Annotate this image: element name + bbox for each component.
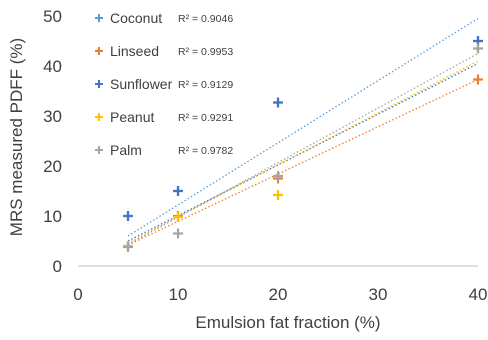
legend-item-palm: Palm R² = 0.9782 xyxy=(95,142,233,158)
r-squared-label: R² = 0.9953 xyxy=(178,46,233,58)
trendline-layer xyxy=(127,17,479,246)
data-point-sunflower xyxy=(123,211,133,221)
r-squared-label: R² = 0.9129 xyxy=(178,79,233,91)
trendline-linseed xyxy=(127,78,479,246)
legend-item-sunflower: Sunflower R² = 0.9129 xyxy=(95,76,233,92)
x-tick-label: 40 xyxy=(469,285,488,304)
data-point-peanut xyxy=(173,212,183,222)
legend-marker xyxy=(95,47,103,55)
y-tick-label: 10 xyxy=(43,207,62,226)
legend-marker xyxy=(95,14,103,22)
x-axis-title: Emulsion fat fraction (%) xyxy=(195,313,380,332)
legend-label: Sunflower xyxy=(110,76,173,92)
r-squared-label: R² = 0.9291 xyxy=(178,112,233,124)
point-layer xyxy=(123,36,483,252)
legend-marker xyxy=(95,146,103,154)
data-point-palm xyxy=(273,171,283,181)
data-point-palm xyxy=(173,228,183,239)
data-point-palm xyxy=(473,43,483,54)
x-tick-label: 0 xyxy=(73,285,82,304)
legend-label: Linseed xyxy=(110,43,159,59)
legend-item-linseed: Linseed R² = 0.9953 xyxy=(95,43,233,59)
data-point-sunflower xyxy=(173,186,183,196)
data-point-peanut xyxy=(273,190,283,200)
y-tick-label: 30 xyxy=(43,107,62,126)
y-tick-label: 0 xyxy=(53,257,62,276)
x-tick-label: 20 xyxy=(269,285,288,304)
x-tick-label: 30 xyxy=(369,285,388,304)
legend-marker xyxy=(95,113,103,121)
legend-label: Palm xyxy=(110,142,142,158)
trendline-peanut xyxy=(127,60,479,244)
legend-label: Peanut xyxy=(110,109,154,125)
legend-item-coconut: Coconut R² = 0.9046 xyxy=(95,10,233,26)
x-tick-label: 10 xyxy=(169,285,188,304)
y-axis-title: MRS measured PDFF (%) xyxy=(7,38,26,236)
data-point-linseed xyxy=(473,74,483,85)
y-tick-label: 40 xyxy=(43,57,62,76)
data-point-palm xyxy=(123,242,133,252)
r-squared-label: R² = 0.9046 xyxy=(178,13,233,25)
r-squared-label: R² = 0.9782 xyxy=(178,145,233,157)
data-point-sunflower xyxy=(273,97,283,108)
legend: Coconut R² = 0.9046 Linseed R² = 0.9953 Sunf… xyxy=(95,10,233,158)
legend-marker xyxy=(95,80,103,88)
legend-item-peanut: Peanut R² = 0.9291 xyxy=(95,109,233,125)
y-tick-label: 50 xyxy=(43,7,62,26)
y-tick-label: 20 xyxy=(43,157,62,176)
legend-label: Coconut xyxy=(110,10,162,26)
tick-label-layer: 0 10 20 30 40 50 0 10 20 30 40 xyxy=(43,7,487,304)
